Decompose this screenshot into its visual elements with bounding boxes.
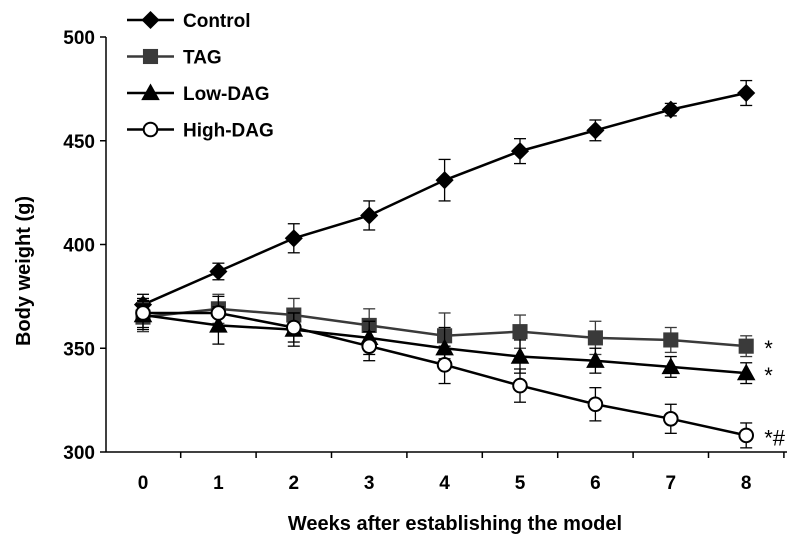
data-point [587, 330, 603, 346]
x-tick-label: 1 [213, 473, 224, 494]
y-tick-label: 500 [63, 28, 95, 49]
legend-item: TAG [127, 48, 222, 69]
data-point [135, 305, 151, 321]
significance-label: *# [764, 425, 786, 450]
data-point [436, 357, 453, 373]
x-tick-label: 2 [289, 473, 300, 494]
legend-label: TAG [183, 48, 222, 69]
x-tick-label: 3 [364, 473, 375, 494]
data-point [663, 411, 679, 427]
data-point [284, 229, 303, 248]
data-point [738, 427, 755, 444]
data-point [663, 332, 679, 348]
data-point [510, 347, 530, 364]
axes: 300 350 400 450 500 0 1 2 3 4 5 6 7 8 [63, 28, 787, 494]
data-point [435, 171, 454, 190]
x-tick-label: 0 [138, 473, 149, 494]
legend-item: Low-DAG [127, 83, 270, 105]
data-point [510, 142, 530, 161]
x-tick-label: 6 [590, 473, 601, 494]
data-point [210, 305, 227, 321]
legend-marker [141, 10, 160, 30]
data-point [512, 324, 528, 340]
data-point [738, 338, 754, 354]
data-point [661, 100, 680, 119]
data-point [360, 206, 379, 225]
legend-marker [142, 121, 159, 138]
y-tick-label: 400 [63, 236, 95, 257]
series-high-dag: *# [135, 295, 786, 450]
legend-label: High-DAG [183, 121, 274, 142]
y-axis-title: Body weight (g) [13, 196, 35, 346]
data-point [737, 83, 756, 103]
y-tick-label: 450 [63, 132, 95, 153]
significance-label: * [764, 363, 773, 388]
significance-label: * [764, 336, 773, 361]
legend-item: Control [127, 10, 251, 32]
data-point [209, 262, 228, 281]
legend-marker [142, 48, 159, 65]
x-tick-label: 4 [439, 473, 450, 494]
data-point [661, 357, 681, 375]
data-point [587, 396, 604, 413]
legend-label: Control [183, 11, 251, 32]
x-tick-label: 7 [666, 473, 677, 494]
series-tag: * [135, 293, 773, 361]
y-tick-label: 350 [63, 339, 95, 360]
data-point [512, 377, 528, 394]
legend-marker [141, 83, 160, 101]
data-point [286, 319, 302, 336]
series-control [133, 79, 756, 316]
data-point [586, 351, 605, 368]
data-point [736, 363, 756, 381]
data-point [361, 338, 378, 354]
x-tick-label: 8 [741, 473, 752, 494]
x-axis-title: Weeks after establishing the model [288, 513, 622, 535]
data-point [586, 121, 605, 140]
x-tick-label: 5 [515, 473, 526, 494]
legend-item: High-DAG [127, 121, 274, 142]
legend: Control TAG Low-DAG High-DAG [127, 10, 274, 142]
legend-label: Low-DAG [183, 84, 270, 105]
y-tick-label: 300 [63, 443, 95, 464]
series-group: ** *# [133, 79, 786, 450]
